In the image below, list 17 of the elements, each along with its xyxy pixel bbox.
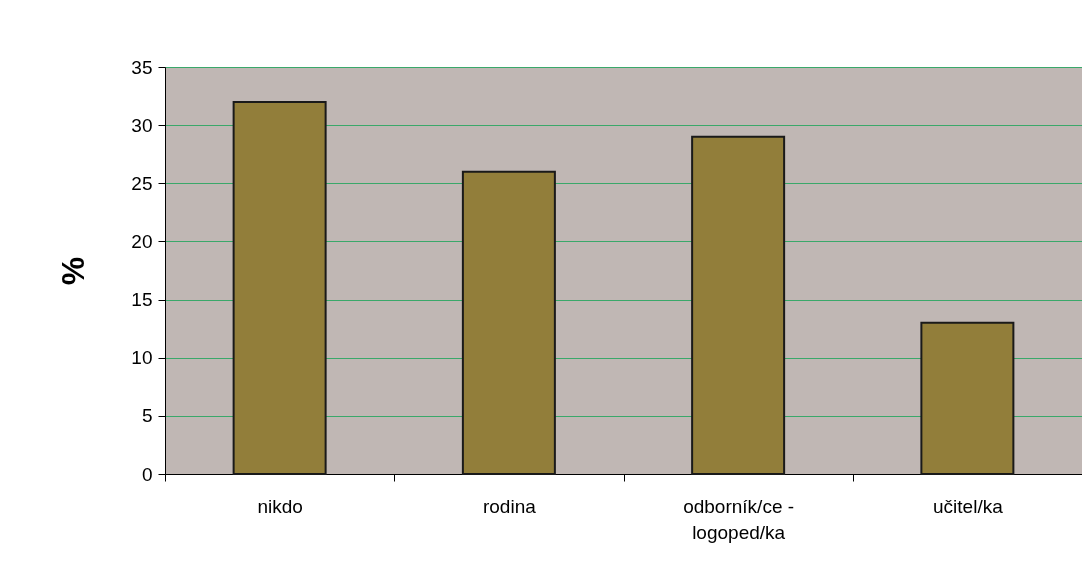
x-tick-label: učitel/ka [933, 495, 1004, 517]
y-tick-label: 25 [131, 172, 153, 194]
bar [232, 100, 327, 475]
y-tick-label: 10 [131, 347, 153, 369]
y-tick-label: 0 [141, 463, 153, 485]
y-tick-label: 20 [131, 230, 153, 252]
x-tick-label: odborník/ce - logoped/ka [683, 495, 795, 543]
y-tick-label: 5 [141, 405, 153, 427]
bar [920, 321, 1015, 475]
bar [461, 170, 556, 475]
y-tick-label: 15 [131, 289, 153, 311]
bar [691, 135, 786, 475]
x-tick-label: rodina [482, 495, 537, 517]
y-axis-title: % [55, 256, 92, 286]
y-tick-label: 30 [131, 114, 153, 136]
y-tick-label: 35 [131, 56, 153, 78]
x-tick-label: nikdo [257, 495, 303, 517]
